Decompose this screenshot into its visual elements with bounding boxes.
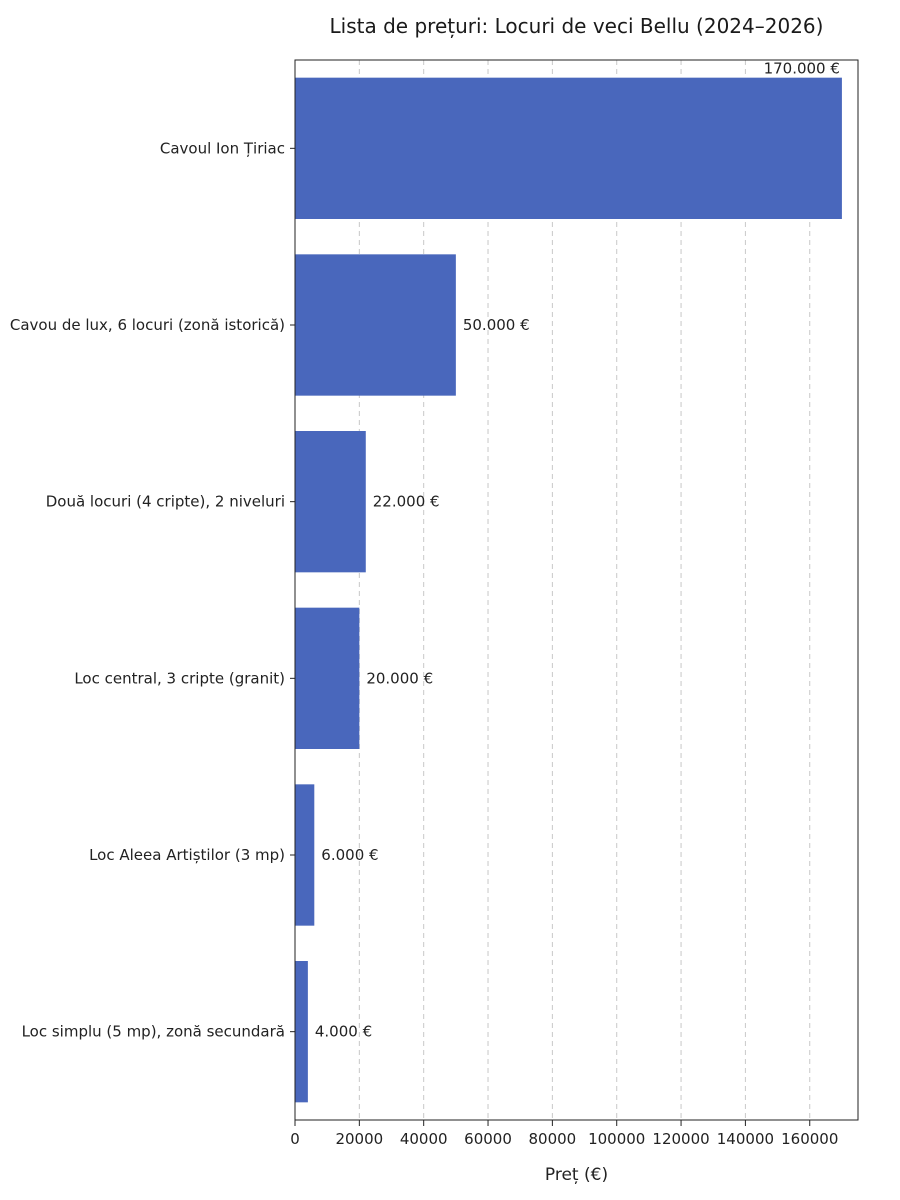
- x-tick-label: 0: [290, 1130, 300, 1148]
- grid-lines: [358, 60, 811, 1120]
- chart-title: Lista de prețuri: Locuri de veci Bellu (…: [330, 14, 824, 38]
- x-tick-label: 140000: [717, 1130, 774, 1148]
- value-label: 170.000 €: [764, 60, 840, 78]
- bar: [295, 254, 456, 396]
- category-label: Loc simplu (5 mp), zonă secundară: [22, 1023, 285, 1041]
- value-label: 4.000 €: [315, 1023, 372, 1041]
- bar: [295, 77, 842, 220]
- value-label: 22.000 €: [373, 493, 440, 511]
- value-label: 50.000 €: [463, 316, 530, 334]
- x-axis-label: Preț (€): [545, 1165, 608, 1185]
- value-labels: 170.000 € 50.000 € 22.000 € 20.000 € 6.000 €…: [315, 60, 840, 1041]
- bars: [295, 77, 842, 1103]
- category-label: Două locuri (4 cripte), 2 niveluri: [46, 493, 285, 511]
- x-tick-label: 40000: [400, 1130, 448, 1148]
- category-label: Loc central, 3 cripte (granit): [74, 669, 285, 687]
- value-label: 6.000 €: [321, 846, 378, 864]
- value-label: 20.000 €: [366, 669, 433, 687]
- category-label: Cavou de lux, 6 locuri (zonă istorică): [10, 316, 285, 334]
- x-axis-ticks: 0 20000 40000 60000 80000 100000 120000 140000 1…: [290, 1120, 838, 1148]
- x-tick-label: 80000: [529, 1130, 577, 1148]
- x-tick-label: 100000: [588, 1130, 645, 1148]
- bar: [295, 961, 308, 1103]
- x-tick-label: 160000: [781, 1130, 838, 1148]
- category-label: Loc Aleea Artiștilor (3 mp): [89, 846, 285, 864]
- x-tick-label: 120000: [652, 1130, 709, 1148]
- bar: [295, 431, 366, 573]
- category-label: Cavoul Ion Țiriac: [160, 139, 285, 157]
- bar: [295, 607, 360, 749]
- category-labels: Cavoul Ion Țiriac Cavou de lux, 6 locuri …: [10, 139, 295, 1041]
- bar: [295, 784, 315, 926]
- x-tick-label: 20000: [335, 1130, 383, 1148]
- plot-frame: [294, 59, 859, 1121]
- x-tick-label: 60000: [464, 1130, 512, 1148]
